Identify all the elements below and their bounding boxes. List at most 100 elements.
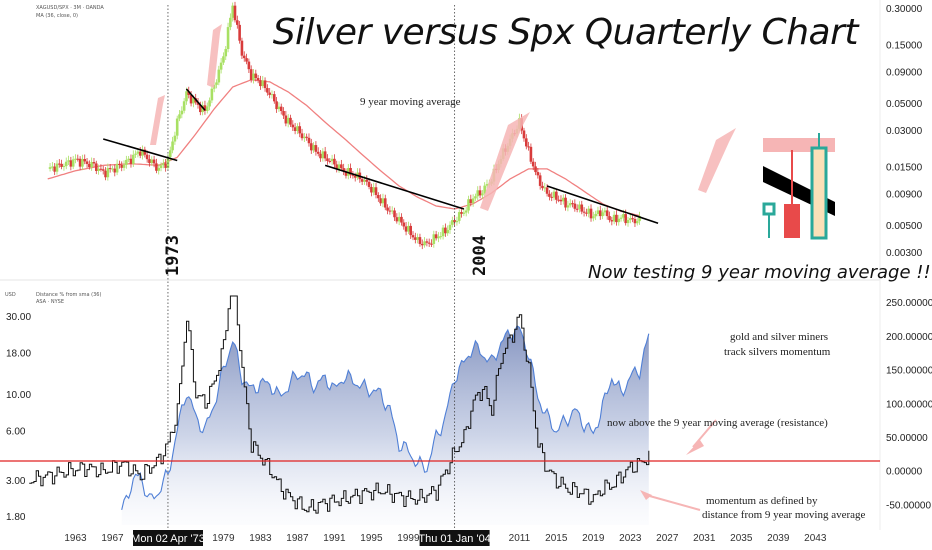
candle — [610, 220, 614, 222]
arrow-icon — [698, 128, 736, 193]
candle — [550, 196, 554, 198]
candle — [367, 181, 371, 187]
candle — [545, 187, 549, 194]
price-tick: 0.00900 — [886, 190, 923, 201]
candle — [296, 126, 299, 131]
arrow-icon — [692, 419, 717, 448]
candle — [215, 82, 218, 85]
time-tick: 2039 — [767, 533, 790, 544]
candle — [60, 163, 63, 167]
candle — [303, 136, 306, 139]
time-tick: 2027 — [656, 533, 679, 544]
candle — [337, 164, 341, 170]
candle — [282, 111, 285, 116]
candle — [319, 153, 322, 159]
candle — [196, 102, 200, 105]
asa-axis[interactable]: 30.00 18.00 10.00 6.00 3.00 1.80 — [6, 312, 31, 523]
candle — [74, 158, 77, 160]
candle — [420, 243, 424, 246]
candle — [529, 146, 533, 162]
candle — [626, 219, 630, 224]
time-tick: 2043 — [804, 533, 827, 544]
candle — [85, 161, 89, 164]
candle — [273, 94, 276, 102]
candle — [309, 143, 313, 151]
candle — [444, 227, 447, 234]
candle — [390, 210, 394, 212]
candle — [629, 218, 632, 220]
candle — [592, 216, 595, 219]
candle — [580, 204, 584, 212]
time-tick: 1995 — [360, 533, 383, 544]
candle — [608, 216, 611, 221]
candle — [541, 185, 544, 189]
candle — [598, 210, 602, 217]
candle — [127, 158, 130, 160]
indicator-tick: 100.00000 — [886, 399, 932, 410]
candle — [164, 163, 167, 168]
trendline — [103, 138, 178, 162]
candle — [111, 168, 114, 170]
candle — [71, 159, 75, 167]
candle — [205, 106, 209, 112]
momentum-note-line2: distance from 9 year moving average — [702, 509, 866, 521]
candle — [270, 94, 274, 96]
indicator-pane[interactable] — [29, 295, 650, 525]
candle — [90, 162, 93, 168]
price-axis[interactable]: 0.30000 0.15000 0.09000 0.05000 0.03000 0.015… — [886, 4, 923, 259]
price-pane[interactable] — [47, 1, 659, 250]
candle — [289, 117, 292, 125]
indicator-axis[interactable]: 250.00000 200.00000 150.00000 100.00000 50.0… — [886, 298, 932, 511]
candle — [522, 130, 526, 139]
asa-tick: 6.00 — [6, 427, 26, 438]
candle — [527, 146, 530, 148]
candle — [64, 161, 68, 167]
candle — [201, 105, 204, 113]
candle — [125, 159, 128, 165]
bottom-series: ASA · NYSE — [36, 299, 64, 305]
candle — [97, 168, 100, 171]
distance-area — [121, 324, 650, 525]
candle — [240, 40, 244, 56]
candle — [231, 5, 234, 18]
candle — [536, 172, 540, 176]
candle — [279, 106, 283, 112]
candle — [575, 208, 579, 210]
candle — [298, 126, 302, 134]
candle — [157, 167, 161, 171]
candle — [108, 168, 112, 170]
price-tick: 0.01500 — [886, 163, 923, 174]
candle — [379, 198, 382, 204]
momentum-arrows — [150, 24, 736, 511]
indicator-tick: 50.00000 — [886, 433, 928, 444]
candle — [210, 88, 214, 101]
momentum-note-line1: momentum as defined by — [706, 495, 818, 507]
candle — [266, 88, 269, 93]
candle — [104, 170, 107, 178]
candle — [51, 166, 54, 168]
candle — [455, 220, 459, 223]
candle — [113, 168, 117, 173]
candle — [233, 5, 237, 21]
candle — [141, 149, 144, 156]
price-tick: 0.00300 — [886, 248, 923, 259]
price-tick: 0.03000 — [886, 126, 923, 137]
candle — [118, 163, 121, 165]
time-axis[interactable]: 1963 1967 1979 1983 1987 1991 1995 1999 2011 2015… — [64, 530, 827, 546]
candle — [555, 191, 558, 200]
candle — [252, 73, 255, 80]
candle — [162, 163, 165, 166]
candle — [291, 124, 295, 128]
candle — [538, 175, 542, 186]
miners-note-line1: gold and silver miners — [730, 331, 828, 343]
candle — [81, 158, 84, 167]
candle — [78, 158, 82, 167]
chart-title: Silver versus Spx Quarterly Chart — [273, 12, 861, 53]
date-badge — [133, 530, 203, 546]
candle — [395, 217, 399, 222]
candles — [48, 1, 641, 250]
candle — [340, 164, 343, 169]
distance-fill — [121, 325, 649, 525]
time-tick: 2023 — [619, 533, 642, 544]
